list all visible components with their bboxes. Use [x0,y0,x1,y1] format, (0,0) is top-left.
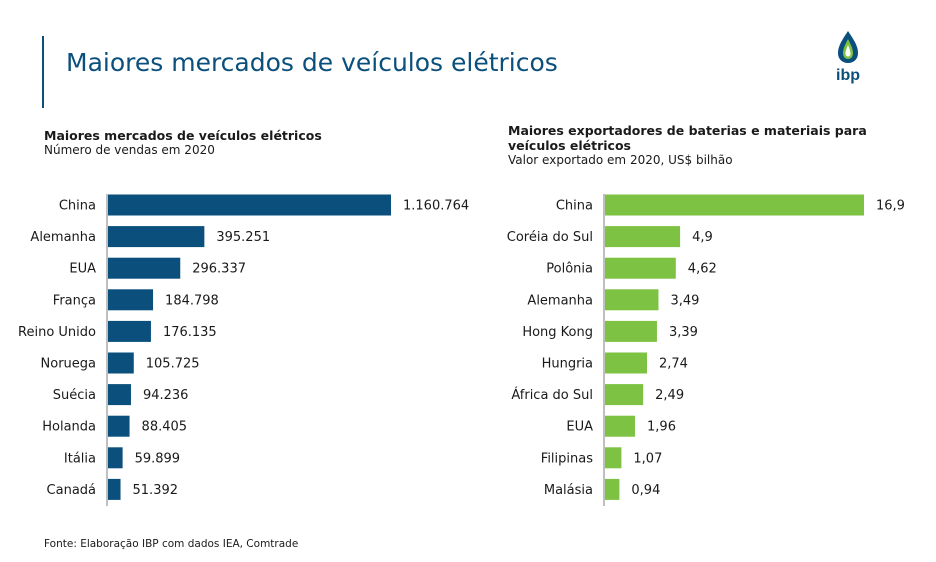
right-chart-value-label: 1,96 [647,420,676,435]
left-chart-bar [108,478,121,500]
right-chart-bar [605,257,676,279]
left-chart-bar [108,194,391,216]
left-chart-value-label: 395.251 [216,230,270,245]
source-note: Fonte: Elaboração IBP com dados IEA, Com… [44,538,299,550]
right-chart-bar [605,289,659,311]
right-chart-category-label: Malásia [544,483,593,498]
logo-text: ibp [836,67,860,84]
right-chart-subtitle: Valor exportado em 2020, US$ bilhão [508,153,733,167]
left-chart-bar [108,257,181,279]
left-chart-category-label: Suécia [53,388,96,403]
left-chart-title: Maiores mercados de veículos elétricos [44,128,322,143]
right-chart-bar [605,194,864,216]
left-chart-value-label: 88.405 [142,420,188,435]
left-chart-value-label: 51.392 [133,483,179,498]
ibp-logo: ibp [826,28,870,84]
right-chart-value-label: 16,9 [876,199,905,214]
right-chart-category-label: Filipinas [541,451,593,466]
right-chart-title: Maiores exportadores de baterias e mater… [508,123,867,153]
right-chart-category-label: Coréia do Sul [507,230,593,245]
right-chart-value-label: 4,62 [688,262,717,277]
right-chart-bar [605,226,681,248]
left-chart-category-label: Reino Unido [18,325,96,340]
right-chart-bar [605,320,657,342]
left-chart-category-label: França [53,293,96,308]
left-chart-bar [108,320,151,342]
right-chart-bar [605,352,647,374]
title-accent-bar [42,36,44,108]
right-chart-value-label: 3,49 [670,293,699,308]
right-chart-header: Maiores exportadores de baterias e mater… [508,123,928,168]
right-bar-chart: China 16,9 Coréia do Sul 4,9 Polônia 4,62 Alem… [507,194,905,506]
left-chart-bar [108,447,123,469]
left-chart-bar [108,415,130,437]
right-chart-category-label: África do Sul [511,387,593,403]
left-chart-category-label: Holanda [42,420,96,435]
left-chart-category-label: China [59,199,96,214]
left-chart-header: Maiores mercados de veículos elétricos N… [44,128,464,158]
right-chart-value-label: 0,94 [631,483,660,498]
left-bar-chart: China 1.160.764 Alemanha 395.251 EUA 296.337 F… [18,194,469,506]
left-chart-bar [108,352,134,374]
left-chart-value-label: 105.725 [146,357,200,372]
right-chart-value-label: 2,49 [655,388,684,403]
left-chart-category-label: Noruega [41,357,96,372]
right-chart-bar [605,447,622,469]
left-chart-value-label: 1.160.764 [403,199,469,214]
left-chart-category-label: EUA [69,262,96,277]
right-chart-category-label: China [556,199,593,214]
right-chart-category-label: Hong Kong [522,325,593,340]
right-chart-category-label: EUA [566,420,593,435]
left-chart-bar [108,226,205,248]
left-chart-bar [108,384,131,406]
left-chart-category-label: Alemanha [30,230,96,245]
right-chart-value-label: 2,74 [659,357,688,372]
left-chart-value-label: 296.337 [192,262,246,277]
right-chart-bar [605,478,620,500]
left-chart-value-label: 94.236 [143,388,189,403]
left-chart-value-label: 59.899 [135,451,181,466]
left-chart-value-label: 176.135 [163,325,217,340]
right-chart-bar [605,384,644,406]
left-chart-bar [108,289,154,311]
left-chart-category-label: Itália [64,451,96,466]
left-chart-category-label: Canadá [47,483,96,498]
right-chart-category-label: Polônia [546,262,593,277]
right-chart-bar [605,415,636,437]
right-chart-value-label: 1,07 [633,451,662,466]
right-chart-value-label: 4,9 [692,230,713,245]
right-chart-category-label: Alemanha [527,293,593,308]
left-chart-subtitle: Número de vendas em 2020 [44,143,215,157]
left-chart-value-label: 184.798 [165,293,219,308]
right-chart-category-label: Hungria [542,357,593,372]
right-chart-value-label: 3,39 [669,325,698,340]
page-title: Maiores mercados de veículos elétricos [66,48,558,77]
